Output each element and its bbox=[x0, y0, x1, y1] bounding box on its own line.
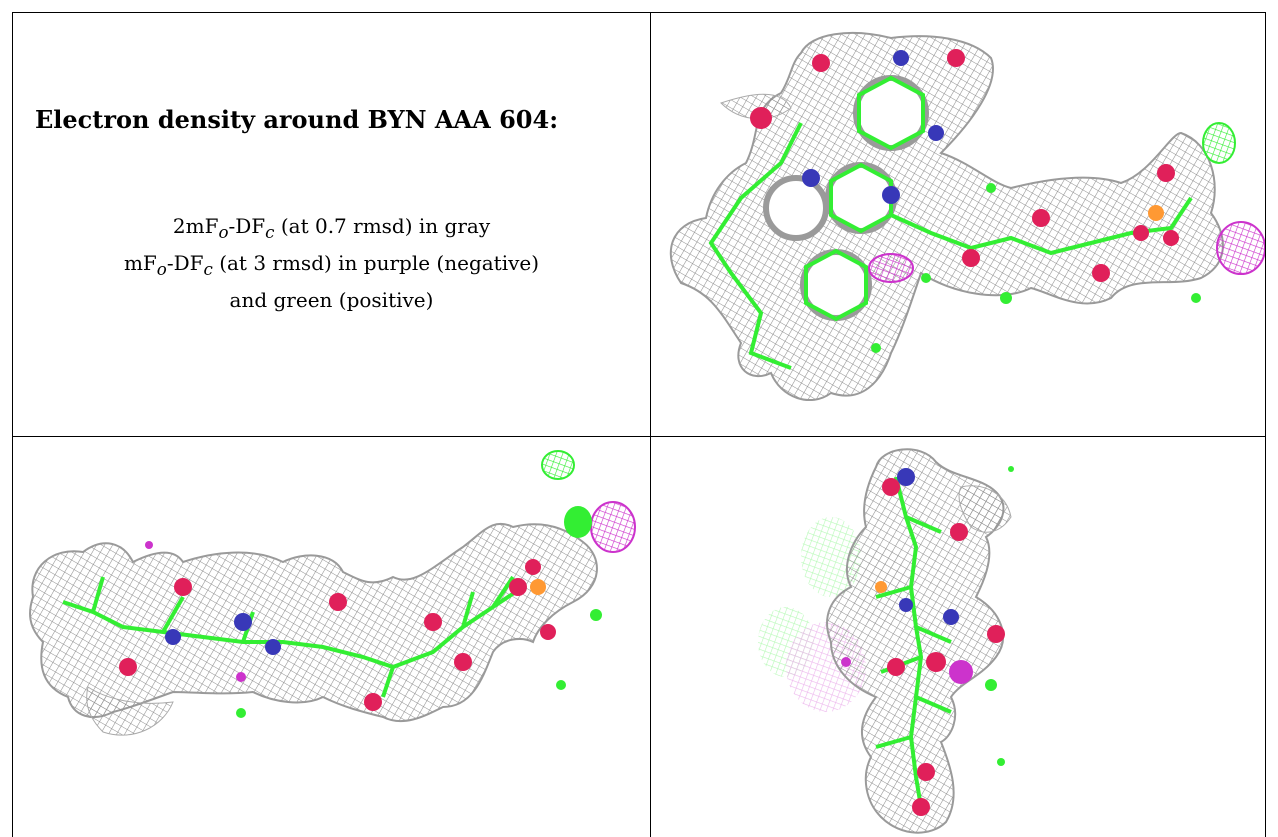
table-divider-horizontal bbox=[12, 436, 1266, 437]
ring-bonds bbox=[857, 75, 925, 151]
mesh-2fo-bottom-left bbox=[29, 522, 598, 736]
ring-bonds bbox=[804, 248, 868, 322]
oxygen-atom bbox=[912, 798, 930, 816]
nitrogen-atom bbox=[893, 50, 909, 66]
oxygen-atom bbox=[1163, 230, 1179, 246]
negative-blob bbox=[236, 672, 246, 682]
oxygen-atom bbox=[887, 658, 905, 676]
oxygen-atom bbox=[947, 49, 965, 67]
oxygen-atom bbox=[329, 593, 347, 611]
backbone-bonds bbox=[62, 585, 525, 670]
oxygen-atom bbox=[454, 653, 472, 671]
nitrogen-atom bbox=[265, 639, 281, 655]
oxygen-atom bbox=[882, 478, 900, 496]
mesh-envelope-bottom-left bbox=[29, 522, 598, 723]
oxygen-atom bbox=[750, 107, 772, 129]
mesh-fragment bbox=[86, 686, 174, 736]
phosphorus-atom bbox=[875, 581, 887, 593]
difference-density-top bbox=[868, 122, 1265, 353]
backbone-bonds bbox=[894, 476, 924, 808]
nitrogen-atom bbox=[897, 468, 915, 486]
ring-hole bbox=[853, 75, 929, 151]
atoms-bottom-left bbox=[119, 559, 556, 711]
density-view-bottom-left bbox=[13, 437, 650, 837]
oxygen-atom bbox=[1157, 164, 1175, 182]
positive-blob bbox=[997, 758, 1005, 766]
difference-density-bottom-left bbox=[145, 450, 636, 718]
positive-blob bbox=[564, 506, 592, 538]
positive-blob bbox=[986, 183, 996, 193]
oxygen-atom bbox=[987, 625, 1005, 643]
oxygen-atom bbox=[926, 652, 946, 672]
density-view-bottom-right bbox=[651, 437, 1265, 837]
positive-blob bbox=[1000, 292, 1012, 304]
oxygen-atom bbox=[364, 693, 382, 711]
density-image-top bbox=[669, 32, 1265, 402]
oxygen-atom bbox=[962, 249, 980, 267]
nitrogen-atom bbox=[234, 613, 252, 631]
positive-blob bbox=[556, 680, 566, 690]
oxygen-atom bbox=[917, 763, 935, 781]
legend-line-2fo: 2mFo-DFc (at 0.7 rmsd) in gray bbox=[172, 214, 491, 242]
oxygen-atom bbox=[1092, 264, 1110, 282]
atoms-top bbox=[750, 49, 1179, 282]
table-divider-vertical bbox=[650, 12, 651, 837]
density-view-top bbox=[651, 13, 1265, 436]
ring-bonds bbox=[829, 162, 893, 234]
positive-blob bbox=[871, 343, 881, 353]
negative-blob bbox=[590, 501, 636, 553]
density-image-bottom-left bbox=[29, 450, 636, 736]
positive-blob bbox=[541, 450, 575, 480]
density-heading: Electron density around BYN AAA 604: bbox=[35, 105, 559, 134]
oxygen-atom bbox=[950, 523, 968, 541]
mesh-fragment bbox=[720, 93, 792, 120]
positive-blob bbox=[801, 517, 861, 597]
nitrogen-atom bbox=[899, 598, 913, 612]
bonds-top bbox=[708, 75, 1193, 370]
difference-density-bottom-right bbox=[841, 466, 1014, 766]
positive-blob bbox=[921, 273, 931, 283]
positive-blob bbox=[1008, 466, 1014, 472]
oxygen-atom bbox=[525, 559, 541, 575]
oxygen-atom bbox=[509, 578, 527, 596]
mesh-2fo-bottom-right bbox=[826, 448, 1012, 834]
negative-blob bbox=[841, 657, 851, 667]
nitrogen-atom bbox=[943, 609, 959, 625]
negative-blob bbox=[949, 660, 973, 684]
nitrogen-atom bbox=[802, 169, 820, 187]
mesh-fragment bbox=[958, 485, 1012, 533]
oxygen-atom bbox=[174, 578, 192, 596]
legend-line-colors: and green (positive) bbox=[229, 288, 434, 312]
legend-line-fo: mFo-DFc (at 3 rmsd) in purple (negative) bbox=[123, 251, 540, 279]
negative-blob bbox=[145, 541, 153, 549]
density-image-bottom-right bbox=[758, 448, 1014, 834]
side-bonds bbox=[708, 122, 803, 370]
positive-blob bbox=[1191, 293, 1201, 303]
negative-blob bbox=[1216, 221, 1265, 275]
description-cell: Electron density around BYN AAA 604: 2mF… bbox=[13, 13, 650, 436]
positive-blob bbox=[590, 609, 602, 621]
nitrogen-atom bbox=[165, 629, 181, 645]
oxygen-atom bbox=[1133, 225, 1149, 241]
nitrogen-atom bbox=[882, 186, 900, 204]
oxygen-atom bbox=[1032, 209, 1050, 227]
phosphorus-atom bbox=[1148, 205, 1164, 221]
mesh-2fo-top bbox=[669, 32, 1224, 402]
positive-blob bbox=[985, 679, 997, 691]
positive-blob bbox=[236, 708, 246, 718]
ring-hole bbox=[763, 175, 829, 241]
oxygen-atom bbox=[540, 624, 556, 640]
negative-blob bbox=[868, 253, 914, 283]
table-frame bbox=[12, 12, 1266, 837]
oxygen-atom bbox=[424, 613, 442, 631]
positive-blob bbox=[1202, 122, 1236, 164]
oxygen-atom bbox=[812, 54, 830, 72]
ribityl-chain bbox=[890, 196, 1193, 256]
density-legend: 2mFo-DFc (at 0.7 rmsd) in gray mFo-DFc (… bbox=[13, 211, 650, 316]
atoms-bottom-right bbox=[875, 468, 1005, 816]
nitrogen-atom bbox=[928, 125, 944, 141]
phosphorus-atom bbox=[530, 579, 546, 595]
oxygen-atom bbox=[119, 658, 137, 676]
